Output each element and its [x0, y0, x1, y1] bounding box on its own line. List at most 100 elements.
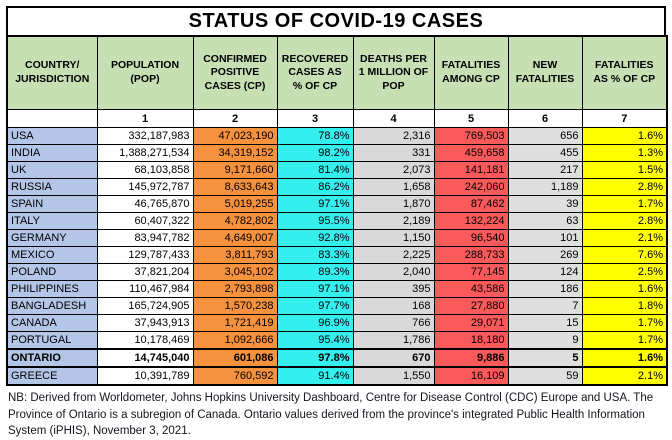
column-header-fatalities: FATALITIES AMONG CP — [433, 35, 509, 110]
table-row-ontario: ONTARIO 14,745,040 601,086 97.8% 670 9,886 5 1.… — [6, 348, 668, 368]
cell-cp: 47,023,190 — [192, 127, 278, 145]
cell-recovered_pct: 78.8% — [276, 127, 354, 145]
cell-population: 110,467,984 — [96, 280, 194, 298]
cell-fatality_pct: 1.6% — [581, 127, 668, 145]
cell-fatality_pct: 2.8% — [581, 212, 668, 230]
cell-population: 165,724,905 — [96, 297, 194, 315]
page-title: STATUS OF COVID-19 CASES — [6, 6, 666, 35]
cell-new_fatalities: 63 — [507, 212, 583, 230]
table-row-russia: RUSSIA 145,972,787 8,633,643 86.2% 1,658 242,… — [6, 178, 668, 196]
cell-new_fatalities: 217 — [507, 161, 583, 179]
table-row-spain: SPAIN 46,765,870 5,019,255 97.1% 1,870 87,462… — [6, 195, 668, 213]
cell-new_fatalities: 1,189 — [507, 178, 583, 196]
column-header-population: POPULATION (POP) — [96, 35, 194, 110]
cell-recovered_pct: 96.9% — [276, 314, 354, 332]
cell-deaths_per_million: 1,870 — [352, 195, 435, 213]
cell-deaths_per_million: 331 — [352, 144, 435, 162]
cell-cp: 1,721,419 — [192, 314, 278, 332]
cell-fatalities: 43,586 — [433, 280, 509, 298]
cell-fatalities: 16,109 — [433, 366, 509, 386]
cell-deaths_per_million: 1,550 — [352, 366, 435, 386]
cell-new_fatalities: 656 — [507, 127, 583, 145]
column-number-fatalities: 5 — [433, 109, 509, 128]
cell-fatality_pct: 1.5% — [581, 161, 668, 179]
cell-recovered_pct: 95.4% — [276, 331, 354, 350]
cell-country: INDIA — [6, 144, 98, 162]
cell-recovered_pct: 91.4% — [276, 366, 354, 386]
cell-cp: 3,811,793 — [192, 246, 278, 264]
column-number-recovered_pct: 3 — [276, 109, 354, 128]
cell-new_fatalities: 15 — [507, 314, 583, 332]
cell-population: 10,178,469 — [96, 331, 194, 350]
column-number-new_fatalities: 6 — [507, 109, 583, 128]
cell-deaths_per_million: 2,040 — [352, 263, 435, 281]
table-row-canada: CANADA 37,943,913 1,721,419 96.9% 766 29,071 1… — [6, 314, 668, 332]
header-row: COUNTRY/ JURISDICTION POPULATION (POP) CON… — [6, 35, 668, 110]
column-header-fatality_pct: FATALITIES AS % OF CP — [581, 35, 668, 110]
cell-new_fatalities: 9 — [507, 331, 583, 350]
cell-cp: 4,782,802 — [192, 212, 278, 230]
cell-cp: 9,171,660 — [192, 161, 278, 179]
cell-deaths_per_million: 2,189 — [352, 212, 435, 230]
cell-cp: 1,570,238 — [192, 297, 278, 315]
cell-country: POLAND — [6, 263, 98, 281]
cell-fatality_pct: 1.7% — [581, 314, 668, 332]
cell-deaths_per_million: 670 — [352, 348, 435, 368]
cell-fatality_pct: 2.5% — [581, 263, 668, 281]
cell-recovered_pct: 81.4% — [276, 161, 354, 179]
cell-cp: 34,319,152 — [192, 144, 278, 162]
cell-fatalities: 27,880 — [433, 297, 509, 315]
cell-deaths_per_million: 1,150 — [352, 229, 435, 247]
cell-new_fatalities: 124 — [507, 263, 583, 281]
cell-recovered_pct: 97.1% — [276, 280, 354, 298]
cell-recovered_pct: 92.8% — [276, 229, 354, 247]
column-header-deaths_per_million: DEATHS PER 1 MILLION OF POP — [352, 35, 435, 110]
cell-deaths_per_million: 1,658 — [352, 178, 435, 196]
cell-cp: 8,633,643 — [192, 178, 278, 196]
cell-country: PHILIPPINES — [6, 280, 98, 298]
column-number-deaths_per_million: 4 — [352, 109, 435, 128]
cell-fatalities: 87,462 — [433, 195, 509, 213]
cell-recovered_pct: 97.7% — [276, 297, 354, 315]
cell-cp: 3,045,102 — [192, 263, 278, 281]
cell-population: 129,787,433 — [96, 246, 194, 264]
cell-population: 1,388,271,534 — [96, 144, 194, 162]
cell-deaths_per_million: 395 — [352, 280, 435, 298]
cell-fatalities: 769,503 — [433, 127, 509, 145]
cell-cp: 601,086 — [192, 348, 278, 368]
cell-recovered_pct: 83.3% — [276, 246, 354, 264]
table-row-mexico: MEXICO 129,787,433 3,811,793 83.3% 2,225 288,… — [6, 246, 668, 264]
cell-fatalities: 242,060 — [433, 178, 509, 196]
cell-country: GREECE — [6, 366, 98, 386]
cell-fatality_pct: 2.1% — [581, 229, 668, 247]
cell-country: RUSSIA — [6, 178, 98, 196]
cell-deaths_per_million: 168 — [352, 297, 435, 315]
cell-country: MEXICO — [6, 246, 98, 264]
cell-population: 60,407,322 — [96, 212, 194, 230]
cell-country: USA — [6, 127, 98, 145]
cell-population: 145,972,787 — [96, 178, 194, 196]
column-number-population: 1 — [96, 109, 194, 128]
cell-fatality_pct: 1.7% — [581, 331, 668, 350]
cell-deaths_per_million: 766 — [352, 314, 435, 332]
cell-new_fatalities: 186 — [507, 280, 583, 298]
cell-cp: 4,649,007 — [192, 229, 278, 247]
table-row-portugal: PORTUGAL 10,178,469 1,092,666 95.4% 1,786 18,… — [6, 331, 668, 350]
column-number-cp: 2 — [192, 109, 278, 128]
cell-population: 46,765,870 — [96, 195, 194, 213]
column-header-cp: CONFIRMED POSITIVE CASES (CP) — [192, 35, 278, 110]
cell-fatality_pct: 7.6% — [581, 246, 668, 264]
cell-cp: 2,793,898 — [192, 280, 278, 298]
cell-country: ONTARIO — [6, 348, 98, 368]
cell-deaths_per_million: 1,786 — [352, 331, 435, 350]
column-header-country: COUNTRY/ JURISDICTION — [6, 35, 98, 110]
cell-population: 68,103,858 — [96, 161, 194, 179]
cell-population: 14,745,040 — [96, 348, 194, 368]
cell-cp: 5,019,255 — [192, 195, 278, 213]
cell-fatality_pct: 1.3% — [581, 144, 668, 162]
cell-population: 332,187,983 — [96, 127, 194, 145]
cell-recovered_pct: 97.1% — [276, 195, 354, 213]
table-row-philippines: PHILIPPINES 110,467,984 2,793,898 97.1% 395 4… — [6, 280, 668, 298]
cell-new_fatalities: 59 — [507, 366, 583, 386]
